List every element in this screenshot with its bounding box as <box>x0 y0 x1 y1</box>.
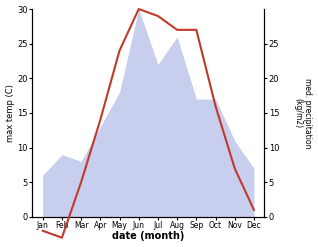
Y-axis label: max temp (C): max temp (C) <box>5 84 15 142</box>
Y-axis label: med. precipitation
(kg/m2): med. precipitation (kg/m2) <box>293 78 313 148</box>
X-axis label: date (month): date (month) <box>112 231 184 242</box>
